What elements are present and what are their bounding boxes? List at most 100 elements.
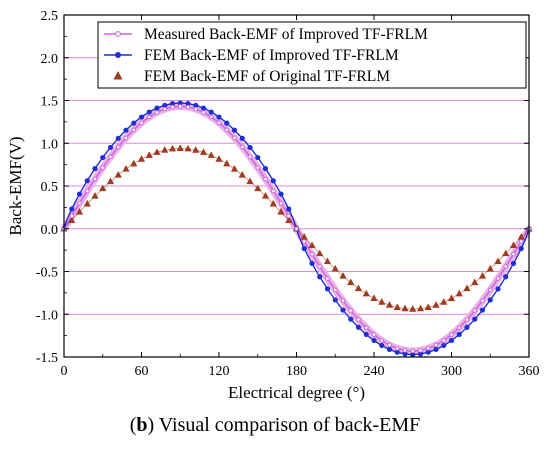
x-tick-label: 0 <box>61 364 68 379</box>
fem-original-point <box>75 208 84 215</box>
fem-original-point <box>254 184 262 192</box>
fem-improved-point <box>309 260 315 267</box>
measured-point <box>480 298 485 303</box>
fem-original-point <box>91 192 99 199</box>
fem-improved-point <box>239 135 245 141</box>
measured-point <box>154 110 160 115</box>
fem-original-point <box>207 151 215 158</box>
fem-improved-point <box>518 245 524 252</box>
y-tick-label: -0.5 <box>36 266 58 281</box>
fem-original-point <box>424 303 432 310</box>
legend-box <box>97 21 527 89</box>
measured-point <box>69 213 74 219</box>
fem-improved-point <box>138 114 145 120</box>
measured-point <box>232 135 237 141</box>
back-emf-chart: -1.5 -1.0 -0.5 0.0 0.5 1.0 1.5 2.0 2.5 0 60 120 180 2… <box>6 9 540 402</box>
measured-point <box>364 325 369 330</box>
fem-improved-point <box>394 349 400 355</box>
fem-original-point <box>176 144 184 151</box>
fem-improved-point <box>131 120 137 126</box>
fem-improved-point <box>115 135 121 141</box>
fem-improved-point <box>69 206 75 212</box>
fem-original-point <box>409 305 417 312</box>
fem-improved-point <box>348 316 354 322</box>
fem-original-point <box>114 170 122 178</box>
measured-point <box>115 144 121 150</box>
fem-original-point <box>509 241 518 249</box>
fem-improved-point <box>503 274 509 280</box>
fem-original-point <box>153 148 161 155</box>
fem-original-point <box>199 148 208 155</box>
measured-point <box>333 287 338 293</box>
fem-original-point <box>432 301 440 308</box>
legend-entry-improved: FEM Back-EMF of Improved TF-FRLM <box>144 47 399 64</box>
measured-point <box>201 110 206 115</box>
fem-improved-point <box>255 154 261 161</box>
fem-original-point <box>130 159 138 167</box>
measured-point <box>302 239 307 244</box>
measured-point <box>208 114 214 120</box>
fem-original-point <box>362 289 370 297</box>
fem-original-point <box>168 144 177 152</box>
measured-point <box>387 342 392 348</box>
x-tick-label: 240 <box>364 364 385 379</box>
measured-point <box>371 332 377 337</box>
measured-point <box>177 104 183 109</box>
y-axis-label: Back-EMF(V) <box>6 136 25 235</box>
fem-original-point <box>261 192 270 199</box>
fem-original-point <box>192 146 200 153</box>
fem-improved-point <box>270 178 276 184</box>
fem-improved-point <box>510 260 517 267</box>
fem-improved-point <box>193 102 199 108</box>
fem-original-point <box>478 271 487 279</box>
fem-original-point <box>277 208 285 215</box>
fem-original-point <box>463 284 471 292</box>
fem-original-point <box>455 289 463 297</box>
fem-original-point <box>385 301 394 308</box>
fem-original-point <box>308 241 316 249</box>
fem-improved-point <box>324 286 331 292</box>
fem-improved-point <box>200 105 207 111</box>
measured-point <box>216 120 222 126</box>
caption-text: ) Visual comparison of back-EMF <box>147 414 421 436</box>
fem-improved-point <box>100 154 106 161</box>
measured-point <box>239 144 245 150</box>
fem-original-point <box>502 249 510 257</box>
measured-point <box>410 348 416 354</box>
measured-point <box>418 348 423 353</box>
fem-original-point <box>230 165 239 172</box>
fem-improved-point <box>479 307 486 313</box>
measured-point <box>340 298 346 303</box>
x-tick-label: 300 <box>441 364 462 379</box>
measured-point <box>395 346 400 351</box>
measured-point <box>146 114 152 120</box>
measured-point <box>255 165 260 170</box>
fem-original-point <box>68 216 76 223</box>
fem-improved-point <box>262 166 269 172</box>
fem-original-point <box>339 271 347 279</box>
y-tick-label: -1.5 <box>36 351 58 366</box>
fem-original-point <box>300 233 308 240</box>
fem-improved-point <box>425 349 431 355</box>
measured-point <box>247 154 253 160</box>
measured-point <box>100 165 105 170</box>
measured-point <box>294 226 299 231</box>
fem-improved-point <box>123 127 129 133</box>
fem-original-point <box>122 165 130 172</box>
fem-improved-point <box>169 101 176 107</box>
fem-improved-point <box>464 324 470 330</box>
measured-point <box>286 213 292 219</box>
fem-original-point <box>517 233 525 240</box>
fem-improved-point <box>417 351 424 357</box>
fem-original-point <box>440 298 448 305</box>
fem-improved-point <box>154 105 160 111</box>
measured-point <box>278 201 284 206</box>
fem-improved-point <box>363 331 369 337</box>
measured-point <box>495 276 501 281</box>
x-tick-label: 360 <box>519 364 540 379</box>
fem-original-point <box>246 177 254 185</box>
measured-point <box>441 338 447 343</box>
measured-point <box>317 264 323 269</box>
fem-original-point <box>83 199 91 207</box>
fem-original-point <box>416 304 425 312</box>
